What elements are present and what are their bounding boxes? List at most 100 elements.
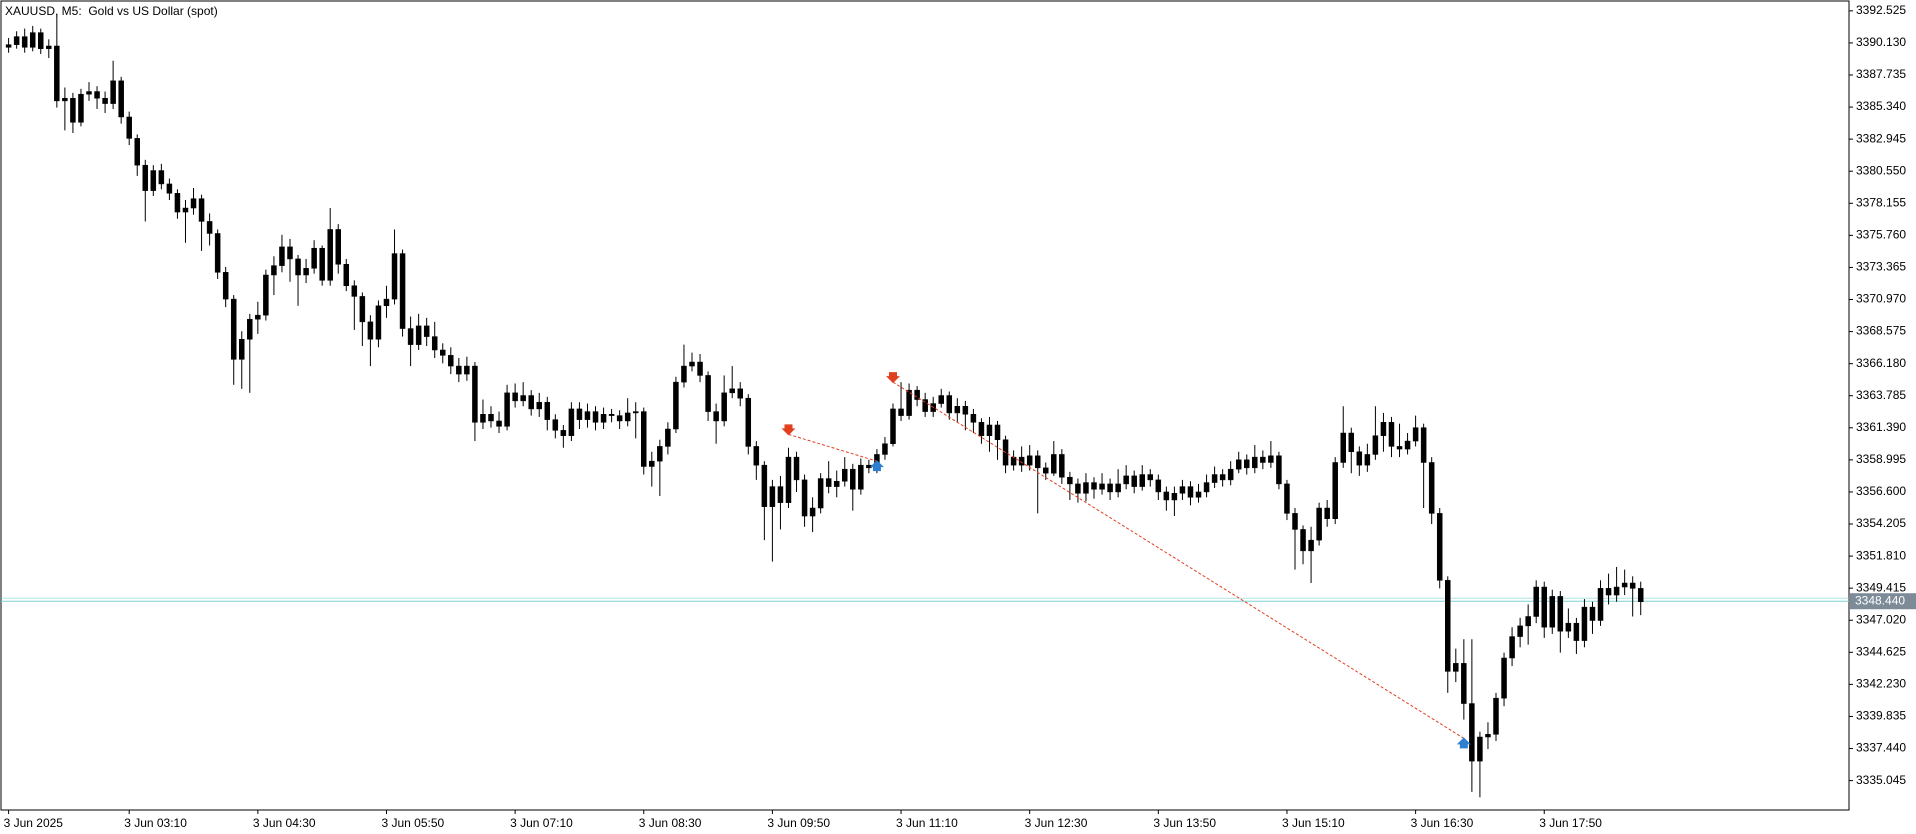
- candle-body: [464, 365, 470, 375]
- candle-body: [142, 164, 149, 191]
- candle-body: [1597, 588, 1604, 621]
- candle-body: [1107, 483, 1113, 493]
- candle-body: [214, 233, 221, 273]
- candle-body: [560, 430, 567, 436]
- candle-body: [279, 246, 285, 266]
- candle-body: [986, 424, 993, 436]
- y-tick-label: 3339.835: [1856, 709, 1906, 723]
- y-tick-label: 3342.230: [1856, 677, 1906, 691]
- candle-body: [1067, 476, 1073, 485]
- x-tick-label: 3 Jun 16:30: [1411, 816, 1474, 830]
- candle-body: [62, 97, 68, 102]
- candle-body: [1533, 586, 1539, 617]
- candle-body: [753, 446, 760, 466]
- candle-body: [962, 405, 969, 415]
- candle-body: [303, 268, 309, 276]
- candle-body: [150, 170, 157, 191]
- candle-body: [1340, 432, 1346, 463]
- candle-body: [1581, 606, 1588, 641]
- candle-body: [1155, 479, 1162, 493]
- candle-body: [343, 264, 350, 286]
- buy-arrow: [869, 460, 884, 472]
- candle-body: [263, 274, 269, 316]
- candle-body: [592, 411, 599, 423]
- y-tick-label: 3378.155: [1856, 195, 1906, 209]
- candle-body: [584, 411, 591, 420]
- y-tick-label: 3358.995: [1856, 452, 1906, 466]
- candle-body: [118, 80, 124, 118]
- candle-body: [423, 325, 430, 337]
- y-tick-label: 3382.945: [1856, 131, 1906, 145]
- candle-body: [1348, 432, 1355, 453]
- candle-body: [431, 336, 438, 351]
- candle-body: [1589, 606, 1596, 621]
- candle-body: [657, 446, 663, 462]
- candle-body: [817, 478, 824, 509]
- candle-body: [1276, 455, 1282, 485]
- candle-body: [1115, 483, 1121, 493]
- candle-body: [1565, 622, 1572, 632]
- candle-body: [1034, 455, 1041, 469]
- candle-body: [1637, 588, 1644, 603]
- candle-body: [1388, 422, 1395, 447]
- candle-body: [1091, 482, 1097, 490]
- candle-body: [842, 468, 848, 482]
- x-tick-label: 3 Jun 09:50: [767, 816, 830, 830]
- x-tick-label: 3 Jun 03:10: [124, 816, 187, 830]
- candle-body: [761, 464, 768, 507]
- buy-arrow: [1456, 737, 1471, 749]
- candle-body: [512, 392, 518, 402]
- x-tick-label: 3 Jun 07:10: [510, 816, 573, 830]
- y-tick-label: 3363.785: [1856, 388, 1906, 402]
- candle-body: [1147, 474, 1154, 481]
- candle-body: [327, 229, 333, 281]
- candle-body: [448, 355, 454, 367]
- candle-body: [1187, 486, 1194, 498]
- candle-body: [70, 97, 76, 123]
- candle-body: [721, 392, 727, 422]
- candle-body: [415, 325, 422, 345]
- candle-body: [1396, 446, 1403, 450]
- candle-body: [230, 298, 237, 360]
- candle-body: [882, 443, 888, 455]
- candle-body: [1541, 586, 1547, 628]
- candle-body: [922, 399, 928, 412]
- y-tick-label: 3347.020: [1856, 612, 1906, 626]
- candle-body: [319, 247, 325, 281]
- candle-body: [1227, 468, 1234, 481]
- candle-body: [890, 408, 896, 444]
- candle-body: [777, 486, 784, 503]
- candle-body: [335, 229, 341, 265]
- candle-body: [1573, 622, 1580, 641]
- trade-line: [892, 381, 1465, 739]
- candle-body: [456, 365, 462, 375]
- candle-body: [359, 296, 366, 323]
- y-tick-label: 3354.205: [1856, 516, 1906, 530]
- candle-body: [1525, 616, 1531, 627]
- candle-body: [295, 258, 301, 276]
- candle-body: [673, 381, 679, 430]
- price-label-box: [1850, 593, 1916, 610]
- candle-body: [46, 45, 52, 49]
- x-tick-label: 3 Jun 04:30: [253, 816, 316, 830]
- candle-body: [576, 408, 583, 420]
- candle-body: [1235, 459, 1242, 470]
- candle-body: [488, 414, 494, 422]
- candle-body: [697, 361, 703, 376]
- x-tick-label: 3 Jun 05:50: [381, 816, 444, 830]
- candle-body: [544, 401, 551, 420]
- y-tick-label: 3373.365: [1856, 260, 1906, 274]
- candle-body: [407, 328, 414, 345]
- candle-body: [1332, 462, 1338, 519]
- candle-body: [1404, 440, 1411, 450]
- candle-body: [21, 36, 28, 48]
- candle-body: [978, 422, 985, 436]
- x-tick-label: 3 Jun 12:30: [1025, 816, 1088, 830]
- candle-body: [1461, 663, 1467, 704]
- candle-body: [504, 392, 510, 427]
- candle-body: [552, 419, 559, 431]
- candle-body: [166, 183, 173, 194]
- candle-body: [1010, 456, 1017, 466]
- x-tick-label: 3 Jun 11:10: [896, 816, 958, 830]
- candle-body: [134, 138, 140, 166]
